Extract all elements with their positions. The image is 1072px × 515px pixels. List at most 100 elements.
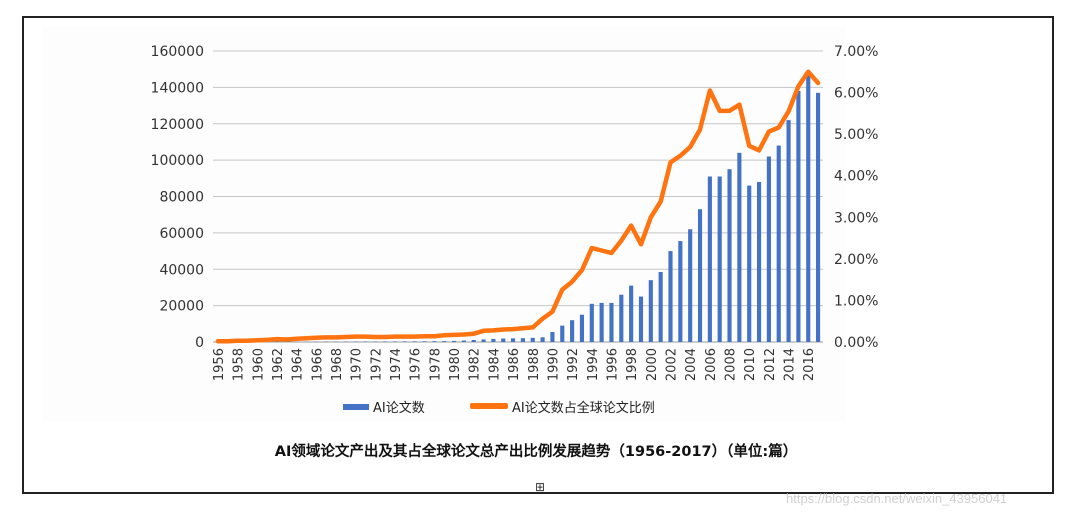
x-axis-tick-label: 1974 [389, 348, 404, 381]
bar [619, 294, 624, 342]
line-series [215, 69, 821, 344]
x-axis-tick-label: 1970 [350, 348, 365, 381]
bar [412, 341, 417, 342]
left-axis-tick-label: 0 [195, 335, 204, 351]
bar [451, 340, 457, 342]
legend-bar-label: AI论文数 [373, 401, 425, 416]
x-axis-tick-label: 1994 [586, 348, 601, 381]
watermark: https://blog.csdn.net/weixin_43956041 [786, 491, 1008, 506]
left-axis-tick-label: 120000 [151, 117, 204, 133]
x-axis-tick-label: 1978 [428, 348, 443, 381]
x-axis-tick-label: 1962 [271, 348, 286, 381]
x-axis-tick-label: 2000 [645, 348, 660, 381]
x-axis-tick-label: 2014 [783, 348, 798, 381]
x-axis-tick-label: 1998 [625, 348, 640, 381]
expand-icon[interactable]: ⊞ [535, 480, 546, 494]
bar [786, 120, 791, 342]
left-axis-tick-label: 40000 [159, 262, 204, 278]
bar [589, 303, 594, 342]
x-axis-tick-label: 1980 [448, 348, 463, 381]
right-axis-tick-label: 2.00% [834, 252, 878, 268]
bar [766, 156, 771, 342]
left-axis-ticks: 0 20000 40000 60000 80000 100000 120000 140000 1… [151, 44, 204, 351]
bar [816, 92, 821, 342]
bar [550, 331, 555, 342]
left-axis-tick-label: 60000 [159, 226, 204, 242]
bar [697, 209, 703, 342]
bar [629, 285, 634, 342]
bar [609, 302, 614, 342]
right-axis-tick-label: 1.00% [834, 293, 878, 309]
x-axis-tick-label: 1982 [468, 348, 483, 381]
ratio-line [215, 69, 821, 344]
bar [432, 341, 437, 342]
left-axis-tick-label: 100000 [151, 153, 204, 169]
x-axis-tick-label: 1988 [527, 348, 542, 381]
bar [392, 341, 398, 342]
bar [727, 169, 732, 342]
bar [717, 176, 722, 342]
x-axis-ticks: 1956 1958 1960 1962 1964 1966 1968 1970 1972 1974… [212, 348, 817, 381]
bar [668, 251, 673, 342]
legend: AI论文数 AI论文数占全球论文比例 [343, 400, 655, 416]
bar [806, 74, 811, 343]
bar [511, 338, 516, 342]
bar [658, 271, 663, 342]
bar [638, 296, 644, 342]
x-axis-tick-label: 1984 [487, 348, 502, 381]
bar [471, 339, 476, 342]
x-axis-tick-label: 1964 [291, 348, 306, 381]
right-axis-tick-label: 5.00% [834, 127, 878, 143]
bar [442, 341, 447, 342]
bar [530, 337, 535, 342]
x-axis-tick-label: 1976 [409, 348, 424, 381]
bar [737, 152, 742, 342]
bar [796, 91, 801, 342]
bar [383, 341, 388, 342]
legend-line-label: AI论文数占全球论文比例 [512, 400, 655, 416]
x-axis-tick-label: 1960 [251, 348, 266, 381]
x-axis-tick-label: 1968 [330, 348, 345, 381]
bar-series [215, 74, 821, 343]
right-axis-tick-label: 0.00% [834, 335, 878, 351]
bar [678, 241, 683, 342]
x-axis-tick-label: 2012 [763, 348, 778, 381]
bar [747, 185, 752, 342]
legend-bar-swatch [343, 404, 369, 410]
bar [373, 341, 378, 342]
figure-frame [22, 16, 1054, 494]
x-axis-tick-label: 2016 [802, 348, 817, 381]
x-axis-tick-label: 1958 [232, 348, 247, 381]
right-axis-tick-label: 6.00% [834, 86, 878, 102]
bar [648, 280, 653, 342]
bar [540, 337, 545, 342]
bar [776, 145, 781, 342]
bar [707, 176, 712, 342]
bar [520, 338, 525, 342]
x-axis-tick-label: 1990 [546, 348, 561, 381]
x-axis-tick-label: 1956 [212, 348, 227, 381]
right-axis-tick-label: 7.00% [834, 44, 878, 60]
figure-caption: AI领域论文产出及其占全球论文总产出比例发展趋势（1956-2017）（单位:篇… [274, 444, 798, 460]
x-axis-tick-label: 2002 [665, 348, 680, 381]
bar [756, 181, 762, 342]
right-axis-ticks: 0.00% 1.00% 2.00% 3.00% 4.00% 5.00% 6.00% 7.00% [834, 44, 878, 351]
x-axis-tick-label: 1996 [605, 348, 620, 381]
x-axis-tick-label: 1992 [566, 348, 581, 381]
x-axis-tick-label: 2010 [743, 348, 758, 381]
bar [688, 229, 693, 342]
x-axis-tick-label: 2008 [724, 348, 739, 381]
left-axis-tick-label: 140000 [151, 80, 204, 96]
bar [579, 314, 585, 342]
left-axis-tick-label: 20000 [159, 299, 204, 315]
x-axis-tick-label: 2006 [704, 348, 719, 381]
x-axis-tick-label: 1966 [310, 348, 325, 381]
x-axis-tick-label: 2004 [684, 348, 699, 381]
left-axis-tick-label: 160000 [151, 44, 204, 60]
bar [461, 340, 466, 342]
bar [501, 338, 506, 342]
bar [599, 302, 604, 342]
x-axis-tick-label: 1972 [369, 348, 384, 381]
bar [570, 320, 575, 342]
